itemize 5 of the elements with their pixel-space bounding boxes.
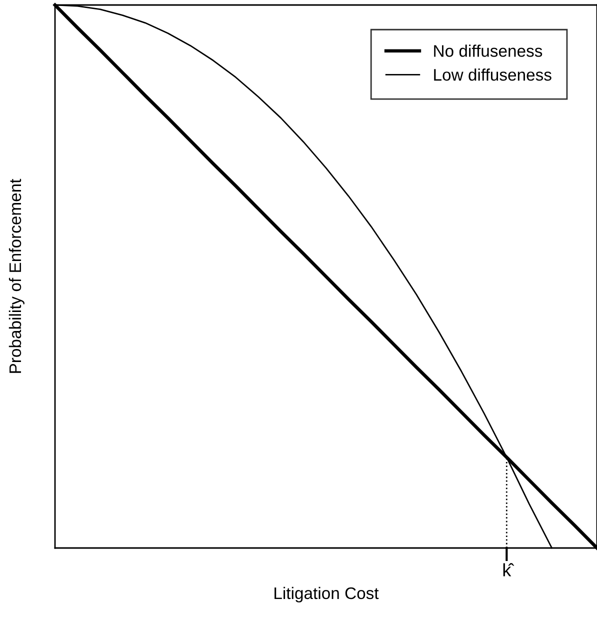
text: k̂ [503,563,514,576]
legend-label: Low diffuseness [434,68,552,81]
y-axis-title: Probability of Enforcement [8,178,24,373]
legend-label: No diffuseness [434,44,542,57]
x-axis-title: Litigation Cost [274,586,379,602]
